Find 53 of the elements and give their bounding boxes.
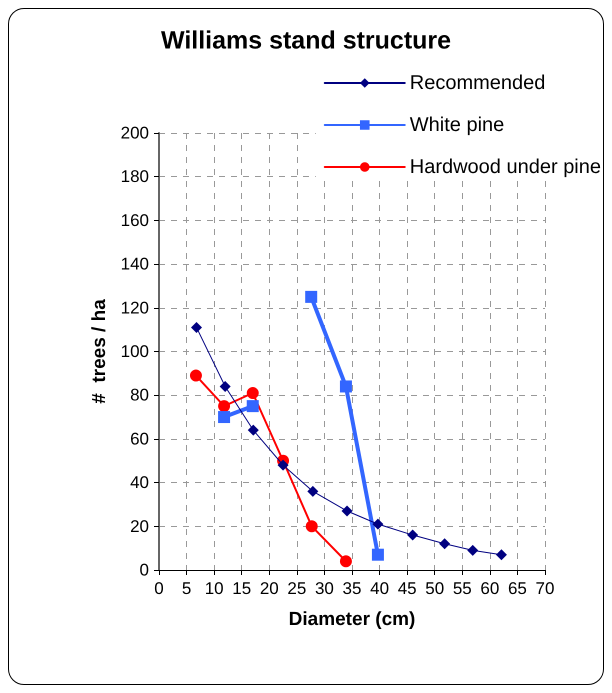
- point: [407, 530, 418, 541]
- point: [496, 549, 507, 560]
- x-tick-label: 10: [204, 579, 224, 598]
- x-tick-label: 15: [232, 579, 252, 598]
- y-tick-label: 80: [130, 386, 149, 405]
- point: [218, 400, 230, 412]
- x-tick-label: 65: [508, 579, 527, 598]
- y-tick-label: 0: [140, 560, 149, 580]
- chart-title: Williams stand structure: [160, 26, 452, 54]
- x-axis-title: Diameter (cm): [288, 609, 416, 630]
- point: [246, 387, 259, 400]
- y-tick-label: 140: [120, 254, 149, 274]
- point: [372, 548, 384, 561]
- point: [439, 538, 450, 550]
- y-tick-label: 60: [130, 429, 149, 448]
- point: [190, 322, 202, 333]
- y-tick-label: 40: [130, 473, 149, 492]
- x-tick-label: 25: [287, 579, 306, 598]
- y-axis-title: # trees / ha: [89, 298, 110, 404]
- point: [372, 518, 384, 530]
- point: [190, 370, 202, 382]
- point: [220, 380, 231, 392]
- x-tick-label: 5: [182, 579, 192, 598]
- x-tick-label: 0: [154, 579, 164, 598]
- point: [307, 486, 318, 497]
- x-tick-label: 30: [314, 579, 334, 598]
- point: [467, 544, 478, 556]
- point: [246, 400, 259, 412]
- y-tick-label: 100: [120, 342, 149, 361]
- y-tick-label: 120: [120, 298, 149, 318]
- x-tick-label: 20: [260, 579, 279, 598]
- y-tick-label: 160: [120, 210, 149, 230]
- y-tick-label: 200: [120, 124, 149, 142]
- x-tick-label: 60: [480, 579, 500, 598]
- x-tick-label: 45: [398, 579, 417, 598]
- x-tick-label: 40: [370, 579, 390, 598]
- x-tick-label: 70: [536, 579, 554, 598]
- x-tick-label: 35: [342, 579, 362, 598]
- point: [218, 411, 230, 424]
- legend-label: Hardwood under pine: [410, 156, 602, 178]
- point: [306, 520, 318, 532]
- y-tick-label: 20: [130, 516, 149, 536]
- legend-label: Recommended: [410, 72, 546, 94]
- x-tick-label: 50: [425, 579, 444, 598]
- point: [278, 460, 289, 471]
- point: [248, 424, 259, 436]
- point: [305, 290, 318, 303]
- point: [342, 506, 353, 517]
- y-tick-label: 180: [120, 167, 149, 186]
- point: [340, 380, 352, 392]
- point: [340, 555, 352, 568]
- x-tick-label: 55: [452, 579, 472, 598]
- legend-label: White pine: [410, 114, 504, 136]
